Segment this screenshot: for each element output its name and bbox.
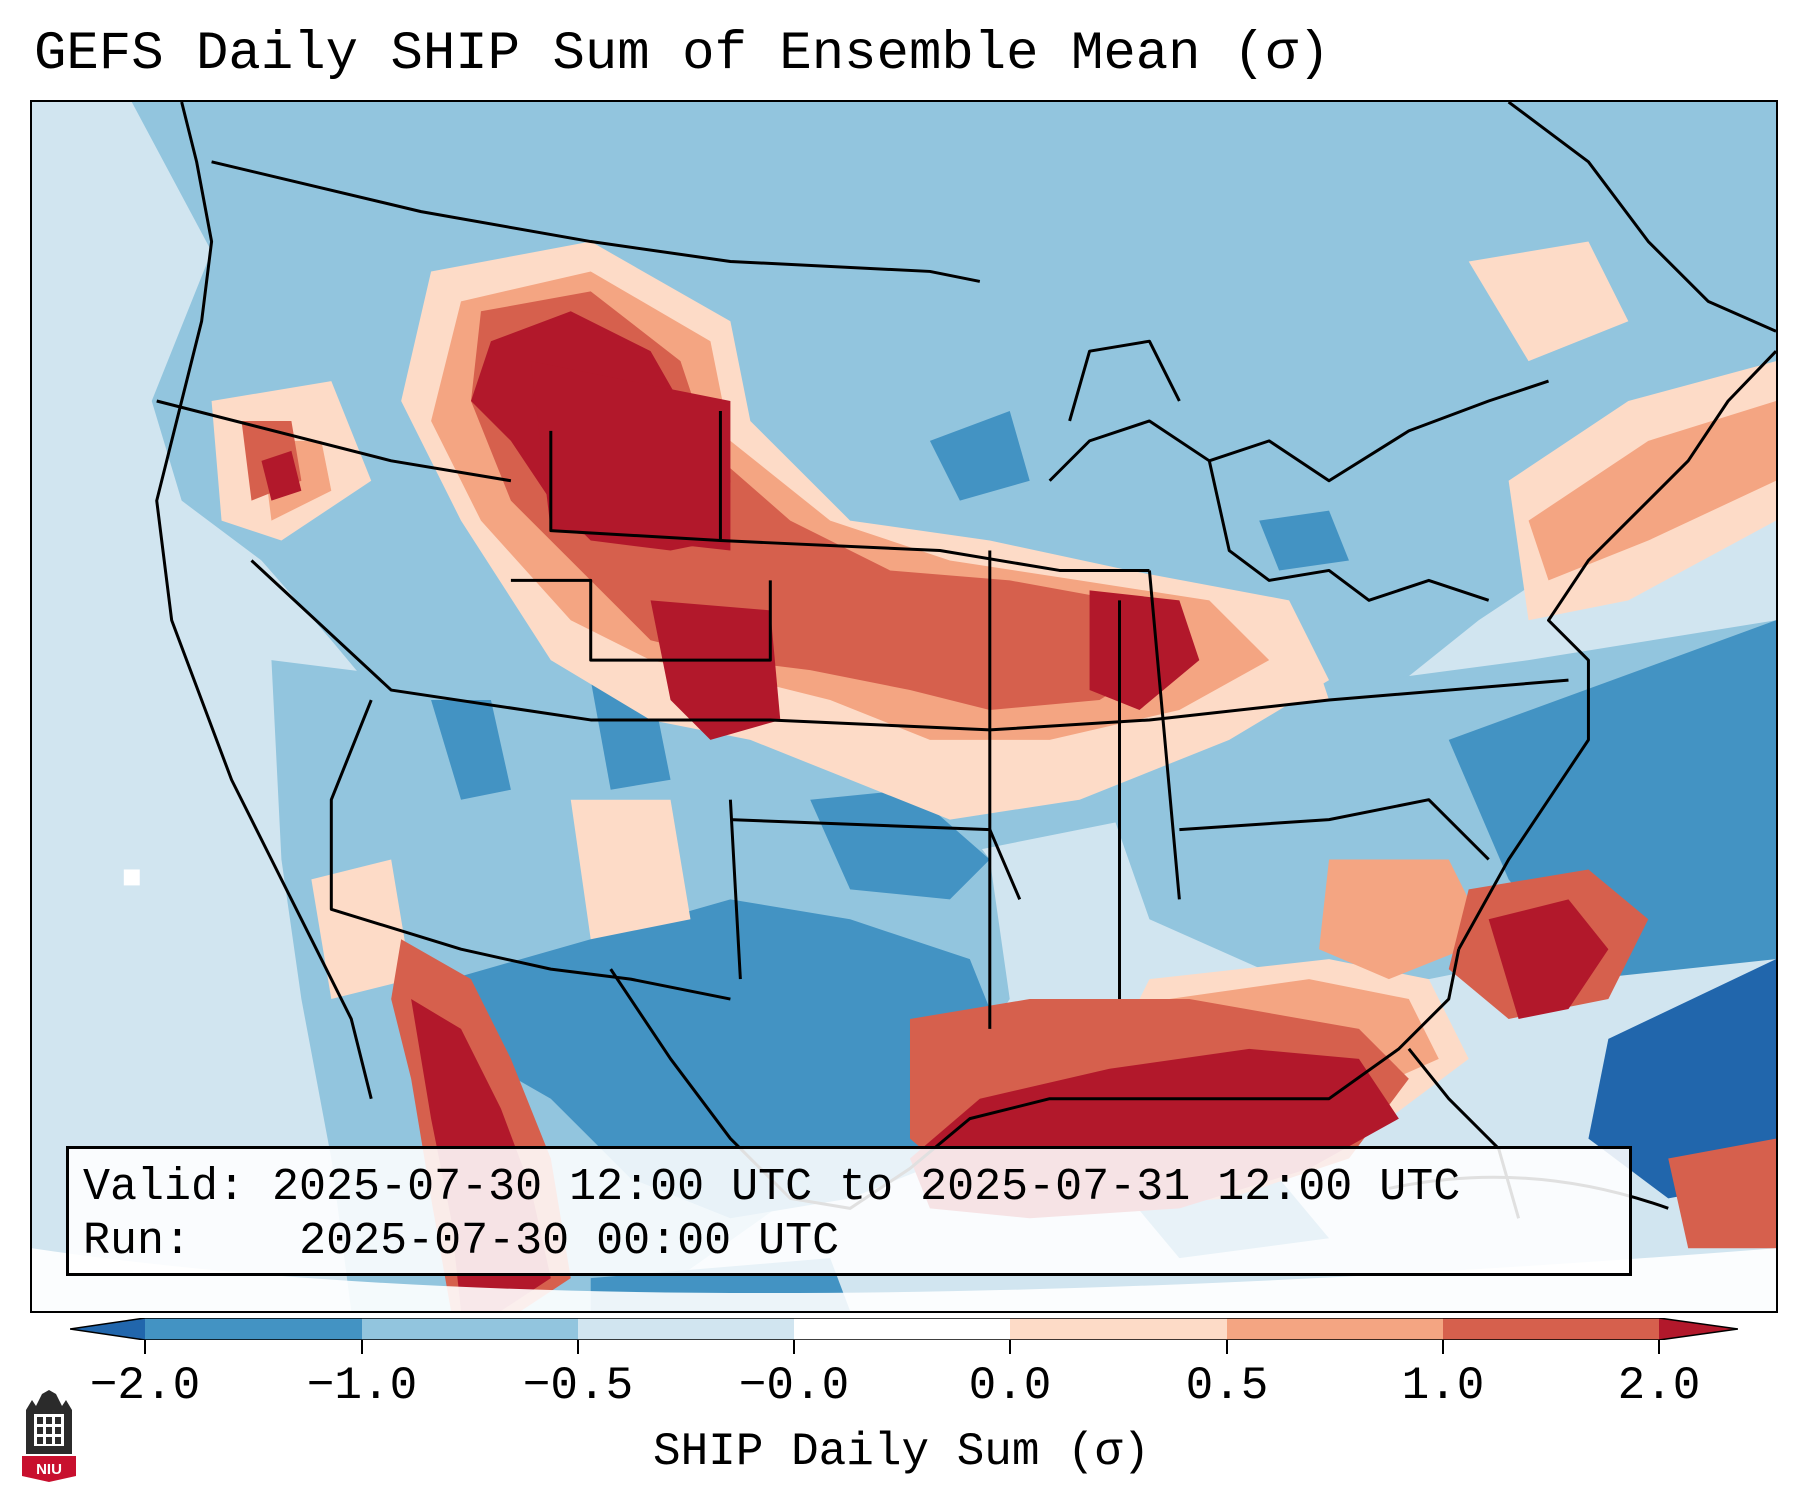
colorbar-tick [144,1340,146,1354]
run-value: 2025-07-30 00:00 UTC [299,1216,840,1267]
valid-run-info-box: Valid: 2025-07-30 12:00 UTC to 2025-07-3… [66,1146,1632,1276]
colorbar-tick [1009,1340,1011,1354]
colorbar-tick-label: −0.0 [738,1360,850,1412]
colorbar-tick [361,1340,363,1354]
valid-value: 2025-07-30 12:00 UTC to 2025-07-31 12:00… [272,1162,1461,1213]
run-row: Run: 2025-07-30 00:00 UTC [83,1215,1615,1269]
anomaly-field-very-strong-negative [1588,959,1776,1199]
valid-label: Valid: [83,1162,246,1213]
colorbar-tick-label: 2.0 [1617,1360,1701,1412]
valid-row: Valid: 2025-07-30 12:00 UTC to 2025-07-3… [83,1161,1615,1215]
niu-logo: NIU [22,1390,76,1482]
colorbar-bin-6 [1227,1318,1443,1340]
colorbar-tick [577,1340,579,1354]
colorbar-bin-4 [794,1318,1010,1340]
colorbar-tick-label: −1.0 [306,1360,418,1412]
ship-anomaly-map [32,102,1776,1311]
colorbar-title: SHIP Daily Sum (σ) [653,1426,1150,1478]
colorbar-tick [1658,1340,1660,1354]
colorbar-bin-1 [145,1318,362,1340]
map-panel [30,100,1778,1313]
colorbar-tick-label: 0.5 [1185,1360,1269,1412]
colorbar-tick [793,1340,795,1354]
logo-text: NIU [36,1461,62,1478]
colorbar-tick-label: −2.0 [89,1360,201,1412]
colorbar-bin-7 [1443,1318,1659,1340]
colorbar [70,1318,1738,1340]
map-title: GEFS Daily SHIP Sum of Ensemble Mean (σ) [34,24,1331,85]
colorbar-tick-label: 0.0 [968,1360,1052,1412]
colorbar-extend-low [70,1318,145,1340]
colorbar-tick-label: −0.5 [522,1360,634,1412]
colorbar-tick-label: 1.0 [1401,1360,1485,1412]
run-label: Run: [83,1216,192,1267]
colorbar-bin-2 [362,1318,578,1340]
colorbar-bin-3 [578,1318,794,1340]
colorbar-extend-high [1659,1318,1738,1340]
colorbar-tick [1442,1340,1444,1354]
colorbar-bin-5 [1010,1318,1227,1340]
colorbar-tick [1226,1340,1228,1354]
